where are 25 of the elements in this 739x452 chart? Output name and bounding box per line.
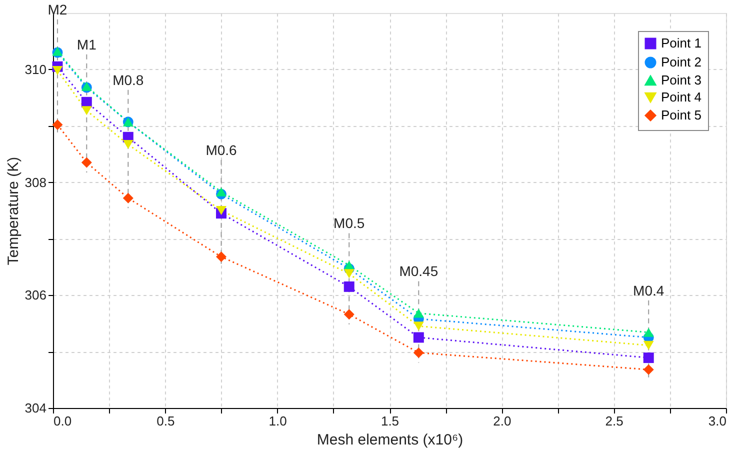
x-tick-label: 3.0 xyxy=(708,414,726,428)
legend-label: Point 3 xyxy=(661,72,702,88)
y-axis-title: Temperature (K) xyxy=(4,156,22,266)
y-tick-label: 310 xyxy=(24,62,46,77)
y-tick-label: 304 xyxy=(24,400,46,416)
ref-line-label: M0.45 xyxy=(399,263,438,280)
x-tick-label: 2.0 xyxy=(493,414,512,428)
x-tick-label: 2.5 xyxy=(605,414,624,428)
ref-line-label: M2 xyxy=(48,1,68,18)
x-tick-label: 1.5 xyxy=(380,414,400,428)
y-tick-label: 308 xyxy=(24,174,46,190)
y-tick-label: 306 xyxy=(24,288,46,303)
legend-label: Point 1 xyxy=(661,36,702,50)
ref-line-label: M0.8 xyxy=(112,72,144,88)
ref-line-label: M1 xyxy=(76,36,97,52)
ref-line-label: M0.4 xyxy=(633,282,664,298)
x-tick-label: 0.0 xyxy=(54,414,72,428)
x-tick-label: 0.5 xyxy=(156,414,175,428)
ref-line-label: M0.5 xyxy=(334,215,365,232)
x-axis-title: Mesh elements (x10⁶) xyxy=(316,432,464,448)
legend-label: Point 2 xyxy=(661,54,702,70)
legend-label: Point 4 xyxy=(661,90,702,104)
x-tick-label: 1.0 xyxy=(268,414,287,428)
legend-label: Point 5 xyxy=(661,108,702,122)
ref-line-label: M0.6 xyxy=(206,142,238,158)
